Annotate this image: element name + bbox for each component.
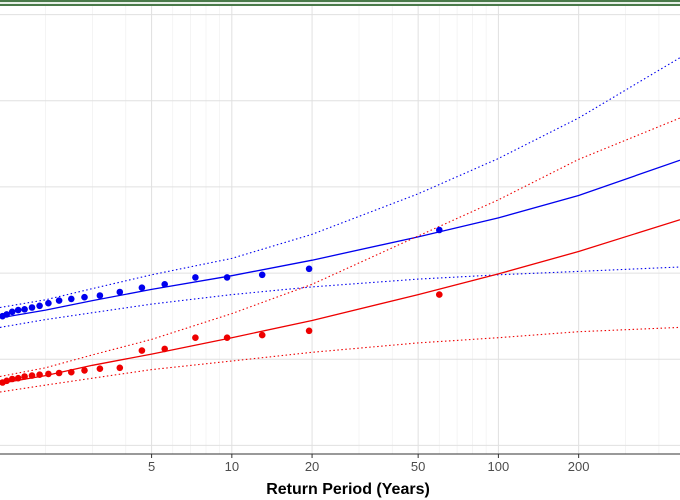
red-data-point [45, 370, 52, 378]
red-data-point [116, 364, 124, 372]
blue-data-point [28, 304, 36, 311]
x-tick-label: 50 [411, 459, 425, 474]
red-data-point [55, 369, 63, 377]
x-tick-label: 100 [488, 459, 510, 474]
red-data-point [436, 291, 443, 298]
blue-data-point [81, 293, 88, 301]
blue-data-point [116, 288, 124, 296]
blue-data-point [21, 306, 28, 313]
red-data-point [305, 327, 313, 335]
blue-fit-line [0, 159, 680, 319]
top-frame-inner [0, 2, 680, 4]
blue-data-point [45, 299, 52, 307]
red-data-point [192, 334, 199, 342]
blue-data-point [223, 274, 231, 281]
blue-data-point [36, 302, 43, 310]
red-data-point [68, 368, 75, 376]
red-data-point [21, 373, 28, 380]
x-tick-label: 200 [568, 459, 590, 474]
red-data-point [258, 331, 266, 339]
blue-data-point [96, 292, 104, 299]
x-axis: 5 10 20 50 100 200 [0, 453, 680, 474]
x-tick-label: 10 [225, 459, 239, 474]
red-data-point [8, 375, 16, 383]
red-data-point [96, 365, 104, 373]
blue-data-point [192, 274, 199, 281]
blue-data-point [55, 297, 63, 304]
red-data-point [81, 367, 88, 374]
red-data-point [161, 345, 168, 353]
red-data-point [138, 347, 146, 354]
red-data-point [14, 374, 22, 382]
blue-data-point [258, 271, 266, 279]
blue-data-point [68, 295, 75, 303]
blue-data-point [305, 265, 313, 273]
series-layer [0, 57, 680, 393]
blue-data-point [3, 311, 11, 318]
blue-data-point [138, 284, 146, 292]
red-data-point [3, 377, 11, 385]
blue-data-point [14, 306, 22, 314]
x-tick-label: 5 [148, 459, 155, 474]
x-axis-title: Return Period (Years) [266, 481, 430, 498]
blue-data-point [161, 281, 168, 288]
red-data-point [36, 371, 43, 379]
x-tick-label: 20 [305, 459, 319, 474]
grid-layer [0, 6, 680, 454]
red-data-point [223, 334, 231, 342]
red-data-point [28, 372, 36, 379]
blue-data-point [436, 226, 443, 234]
blue-data-point [8, 308, 16, 316]
